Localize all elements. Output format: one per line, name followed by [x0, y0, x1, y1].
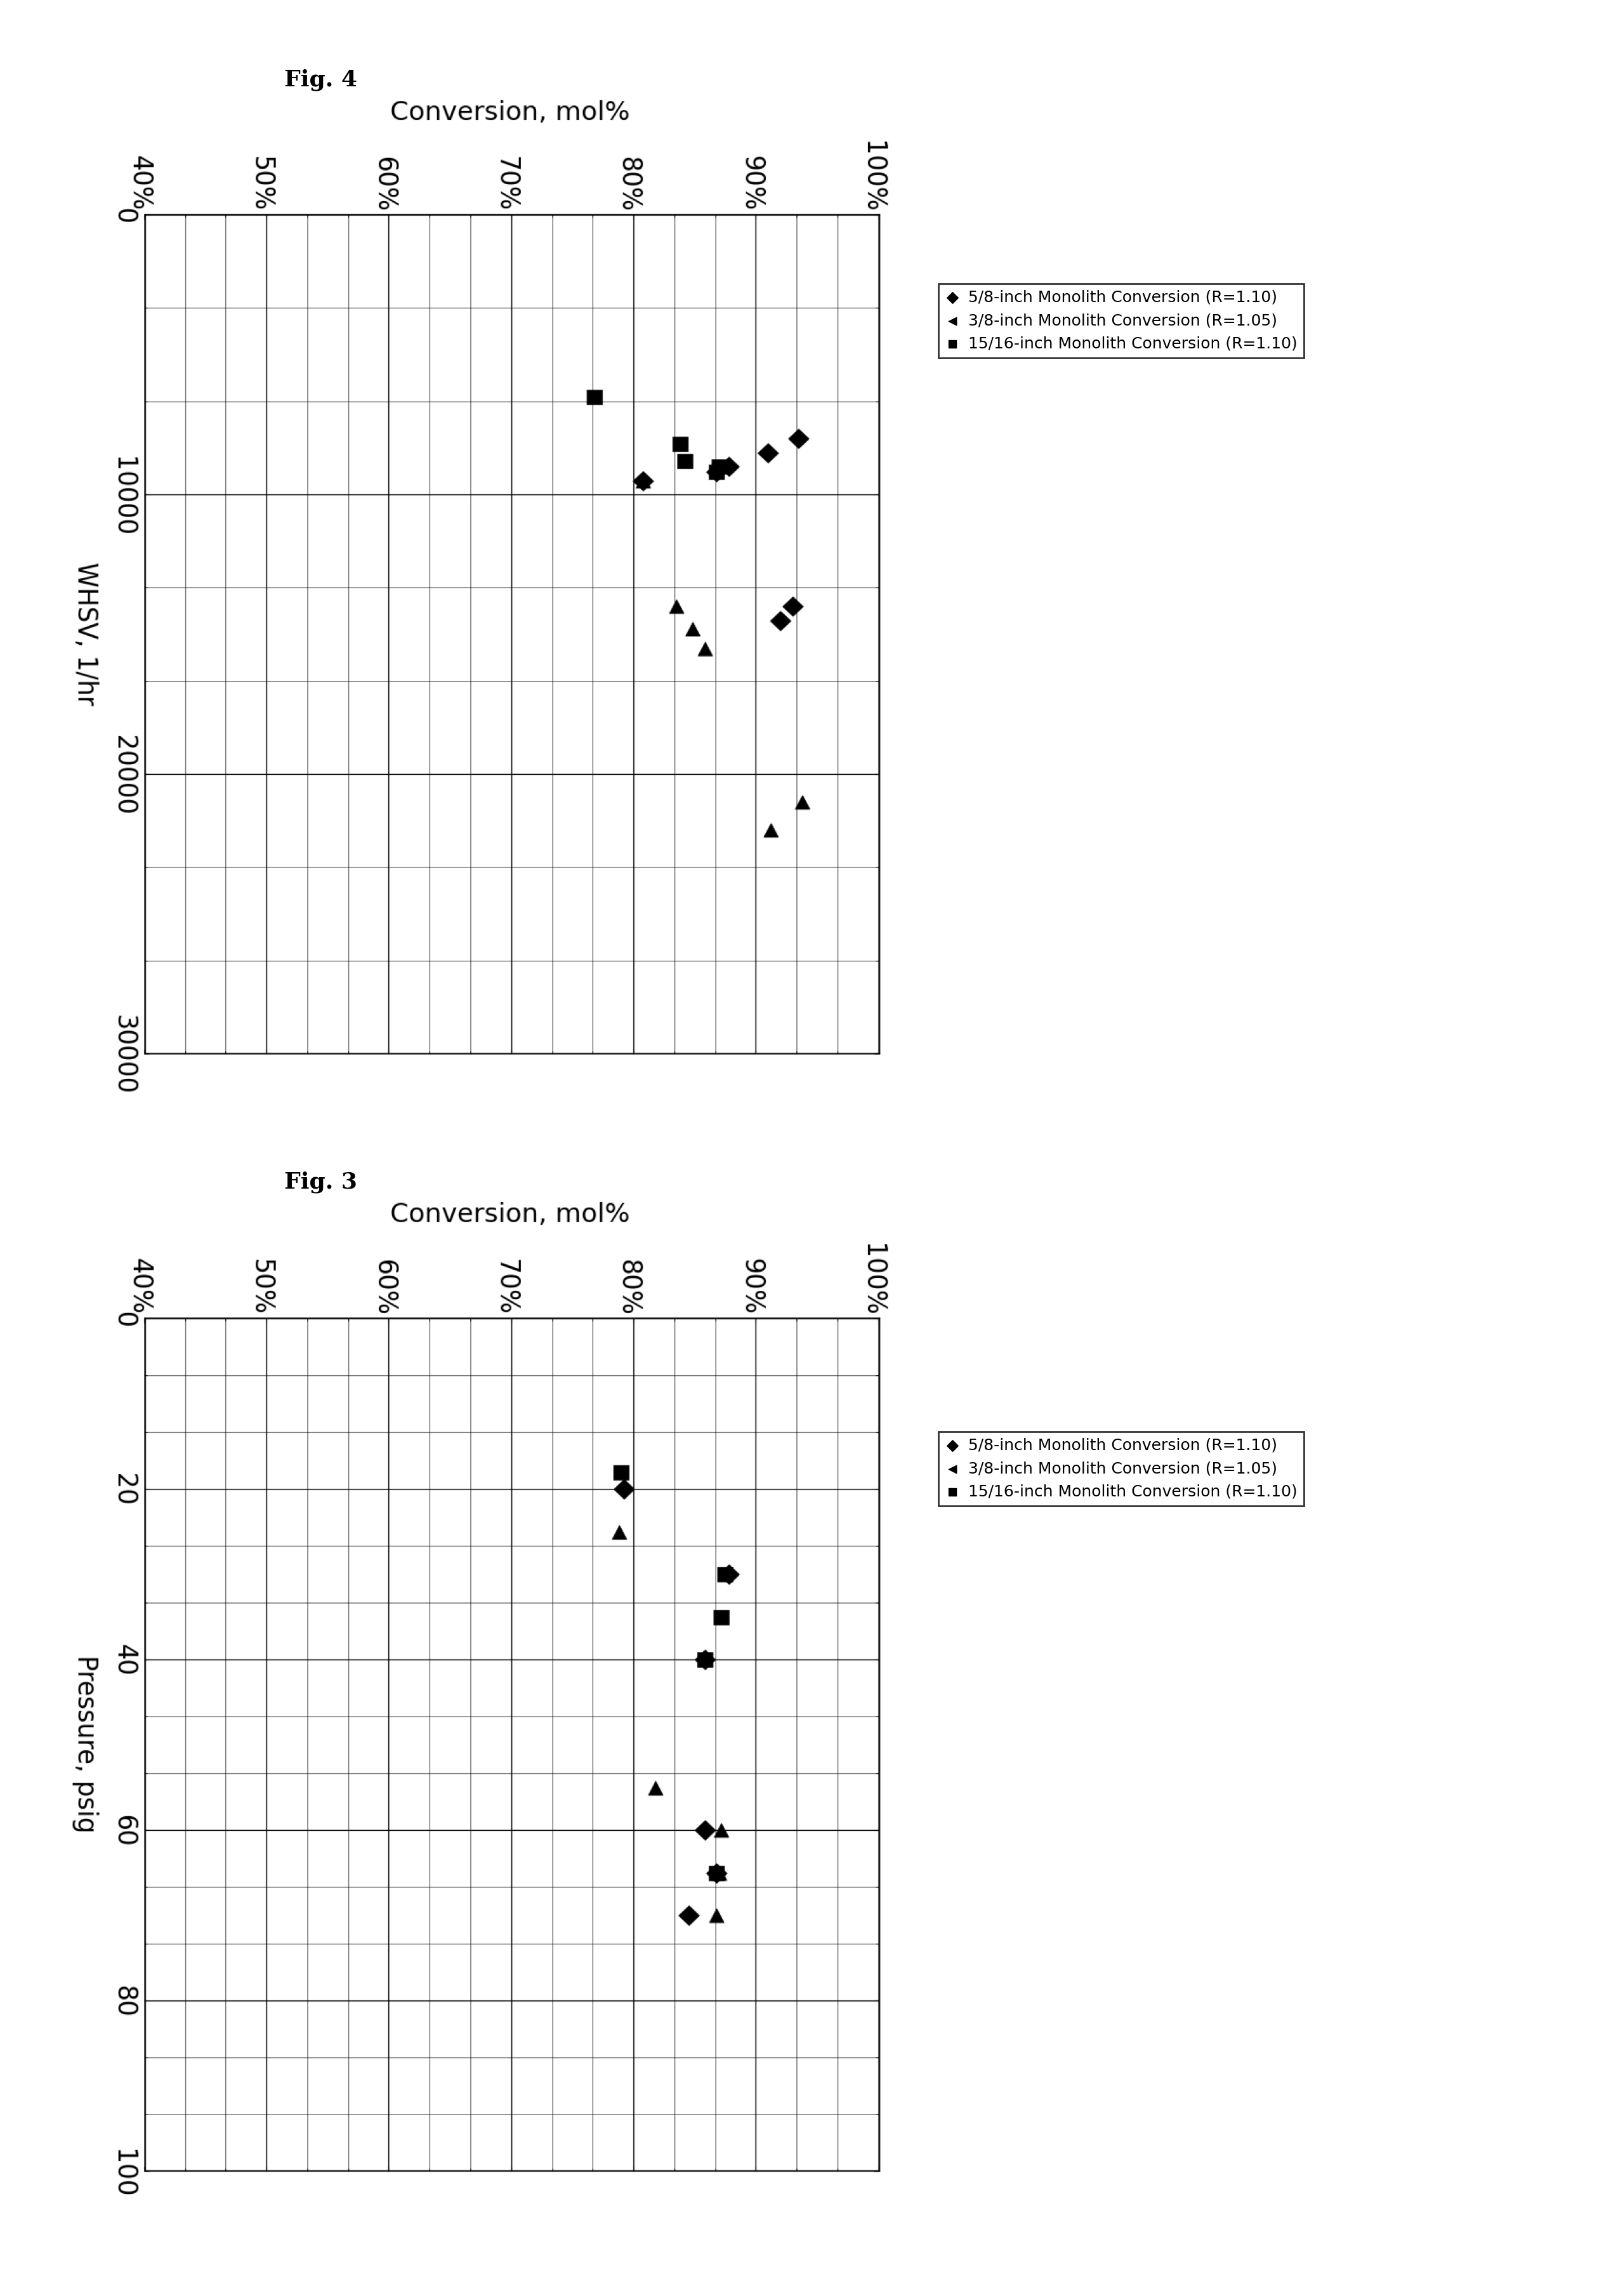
Legend: 5/8-inch Monolith Conversion (R=1.10), 3/8-inch Monolith Conversion (R=1.05), 15: 5/8-inch Monolith Conversion (R=1.10), 3… [938, 1430, 1304, 1506]
Text: Fig. 3: Fig. 3 [284, 1171, 358, 1194]
Text: Fig. 4: Fig. 4 [284, 69, 358, 92]
Legend: 5/8-inch Monolith Conversion (R=1.10), 3/8-inch Monolith Conversion (R=1.05), 15: 5/8-inch Monolith Conversion (R=1.10), 3… [938, 282, 1304, 358]
